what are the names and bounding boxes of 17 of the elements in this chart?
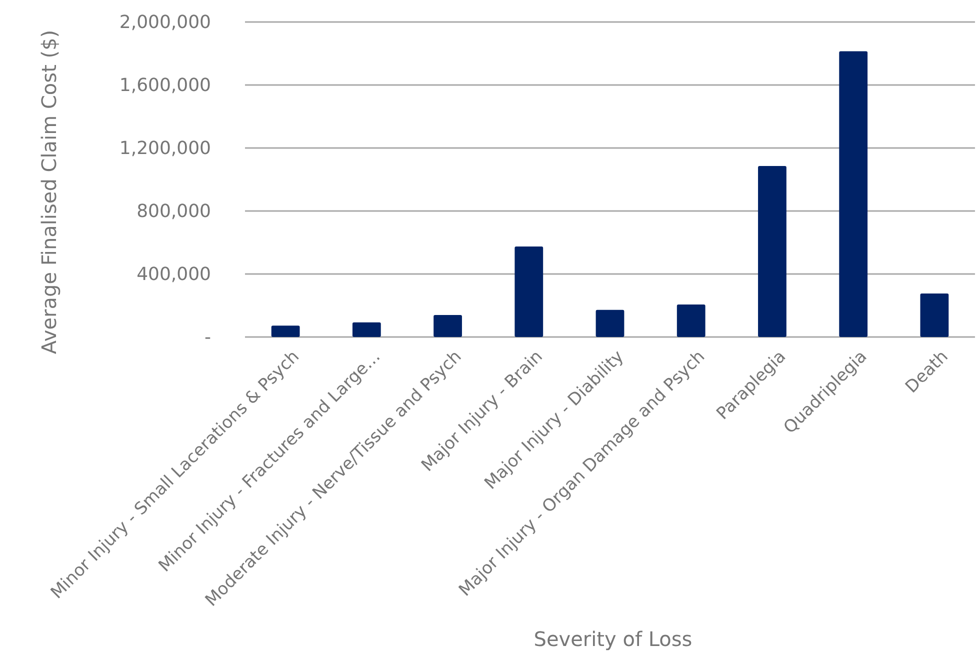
bar	[920, 294, 949, 337]
bar	[839, 51, 868, 337]
bar	[434, 314, 462, 337]
y-tick-label: 1,600,000	[119, 74, 211, 96]
y-tick-label: 400,000	[136, 264, 211, 285]
bar	[758, 166, 786, 337]
y-axis-title: Average Finalised Claim Cost ($)	[37, 30, 61, 354]
bar	[514, 246, 544, 337]
y-tick-label: 800,000	[136, 200, 211, 222]
bar	[352, 322, 381, 337]
y-tick-label: -	[204, 326, 211, 348]
y-tick-label: 1,200,000	[119, 138, 211, 159]
bar	[596, 310, 624, 337]
bar	[676, 304, 706, 337]
bar	[271, 326, 300, 337]
y-tick-label: 2,000,000	[119, 12, 211, 33]
x-axis-title: Severity of Loss	[534, 627, 692, 651]
